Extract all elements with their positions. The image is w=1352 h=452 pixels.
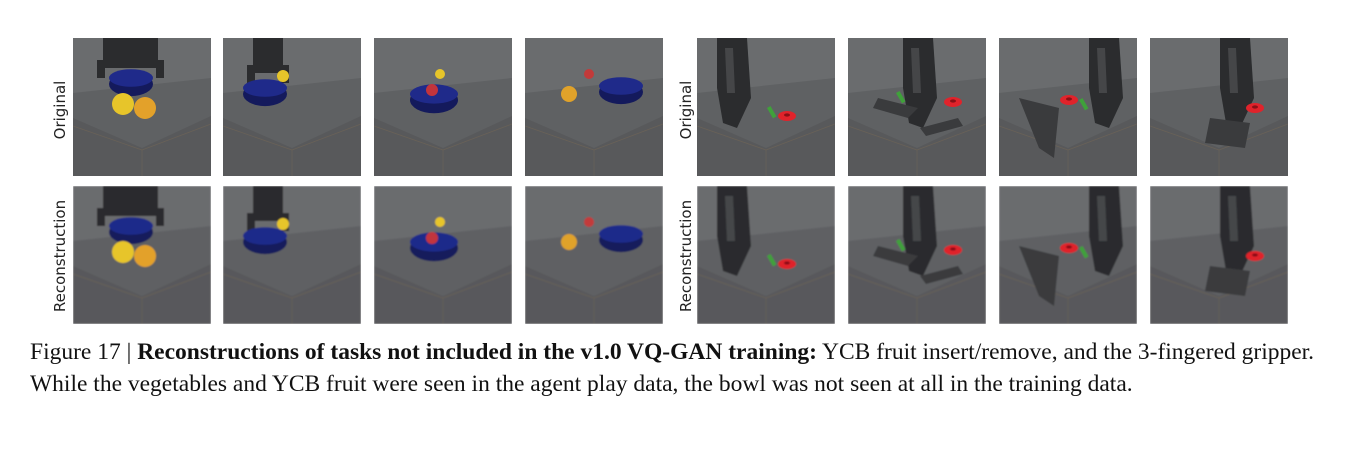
ycb-reconstruction-image-3	[374, 186, 512, 324]
gripper-reconstruction-image-1	[697, 186, 835, 324]
gripper-reconstruction-image-3	[999, 186, 1137, 324]
ycb-reconstruction-image-2	[223, 186, 361, 324]
ycb-reconstruction-image-1	[73, 186, 211, 324]
ycb-original-image-1	[73, 38, 211, 176]
caption-title: Reconstructions of tasks not included in…	[137, 339, 817, 365]
row-label-original-left: Original	[51, 80, 69, 140]
gripper-original-image-2	[848, 38, 986, 176]
gripper-reconstruction-image-2	[848, 186, 986, 324]
ycb-reconstruction-image-4	[525, 186, 663, 324]
gripper-reconstruction-image-4	[1150, 186, 1288, 324]
ycb-original-image-2	[223, 38, 361, 176]
caption-body: YCB fruit insert/remove, and the 3-finge…	[30, 339, 1315, 397]
ycb-original-image-4	[525, 38, 663, 176]
row-label-reconstruction-right: Reconstruction	[677, 199, 695, 313]
figure-label: Figure 17 |	[30, 339, 138, 365]
row-label-reconstruction-left: Reconstruction	[51, 199, 69, 313]
gripper-original-image-4	[1150, 38, 1288, 176]
figure-caption: Figure 17 | Reconstructions of tasks not…	[30, 336, 1330, 400]
gripper-original-image-1	[697, 38, 835, 176]
ycb-original-image-3	[374, 38, 512, 176]
row-label-original-right: Original	[677, 80, 695, 140]
gripper-original-image-3	[999, 38, 1137, 176]
